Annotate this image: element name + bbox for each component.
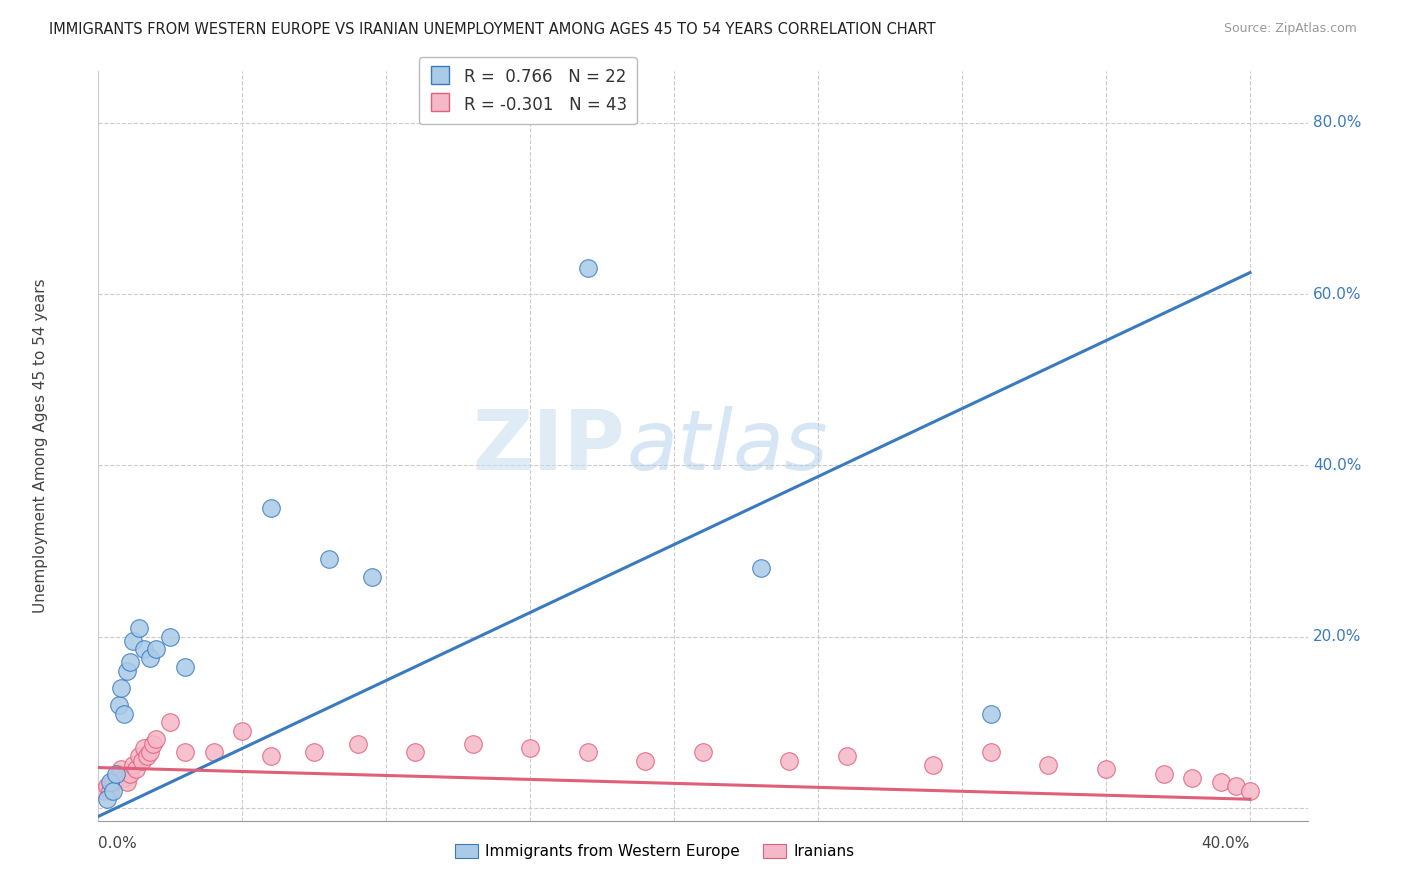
Point [101, 775, 124, 789]
Text: Source: ZipAtlas.com: Source: ZipAtlas.com [1223, 22, 1357, 36]
Point [1095, 762, 1118, 776]
Point [980, 706, 1002, 721]
Point [120, 766, 142, 780]
Text: IMMIGRANTS FROM WESTERN EUROPE VS IRANIAN UNEMPLOYMENT AMONG AGES 45 TO 54 YEARS: IMMIGRANTS FROM WESTERN EUROPE VS IRANIA… [49, 22, 936, 37]
Point [136, 749, 159, 764]
Text: Unemployment Among Ages 45 to 54 years: Unemployment Among Ages 45 to 54 years [32, 278, 48, 614]
Point [145, 642, 167, 657]
Point [139, 745, 162, 759]
Text: ZIP: ZIP [472, 406, 624, 486]
Point [1225, 780, 1247, 794]
Text: 80.0%: 80.0% [1313, 115, 1362, 130]
Point [159, 630, 181, 644]
Point [318, 552, 340, 566]
Point [96, 792, 118, 806]
Point [101, 783, 124, 797]
Point [1181, 771, 1204, 785]
Point [159, 715, 181, 730]
Point [346, 737, 368, 751]
Point [404, 745, 426, 759]
Point [922, 758, 945, 772]
Point [134, 642, 156, 657]
Point [110, 762, 132, 776]
Point [692, 745, 714, 759]
Text: 60.0%: 60.0% [1313, 286, 1362, 301]
Point [104, 766, 127, 780]
Point [778, 754, 800, 768]
Point [260, 501, 283, 516]
Point [93, 783, 115, 797]
Text: 0.0%: 0.0% [98, 836, 138, 851]
Point [835, 749, 858, 764]
Point [634, 754, 657, 768]
Point [576, 261, 599, 276]
Point [260, 749, 283, 764]
Point [361, 569, 384, 583]
Point [749, 561, 772, 575]
Point [96, 780, 118, 794]
Point [202, 745, 225, 759]
Point [139, 651, 162, 665]
Point [145, 732, 167, 747]
Point [110, 681, 132, 695]
Point [128, 749, 150, 764]
Point [128, 621, 150, 635]
Point [115, 664, 138, 678]
Point [98, 783, 121, 797]
Point [576, 745, 599, 759]
Point [112, 706, 135, 721]
Point [519, 740, 541, 755]
Text: 40.0%: 40.0% [1202, 836, 1250, 851]
Text: 40.0%: 40.0% [1313, 458, 1362, 473]
Point [461, 737, 484, 751]
Text: 20.0%: 20.0% [1313, 629, 1362, 644]
Point [304, 745, 326, 759]
Point [1239, 783, 1261, 797]
Point [173, 659, 195, 673]
Point [1038, 758, 1060, 772]
Point [1211, 775, 1233, 789]
Point [107, 766, 129, 780]
Point [112, 771, 135, 785]
Point [122, 758, 145, 772]
Point [231, 723, 253, 738]
Text: atlas: atlas [627, 406, 828, 486]
Point [122, 633, 145, 648]
Point [1153, 766, 1175, 780]
Point [115, 775, 138, 789]
Point [173, 745, 195, 759]
Point [107, 698, 129, 712]
Point [142, 737, 165, 751]
Point [120, 655, 142, 669]
Point [125, 762, 148, 776]
Point [104, 771, 127, 785]
Point [98, 775, 121, 789]
Point [131, 754, 153, 768]
Point [134, 740, 156, 755]
Point [980, 745, 1002, 759]
Legend: Immigrants from Western Europe, Iranians: Immigrants from Western Europe, Iranians [449, 838, 860, 865]
